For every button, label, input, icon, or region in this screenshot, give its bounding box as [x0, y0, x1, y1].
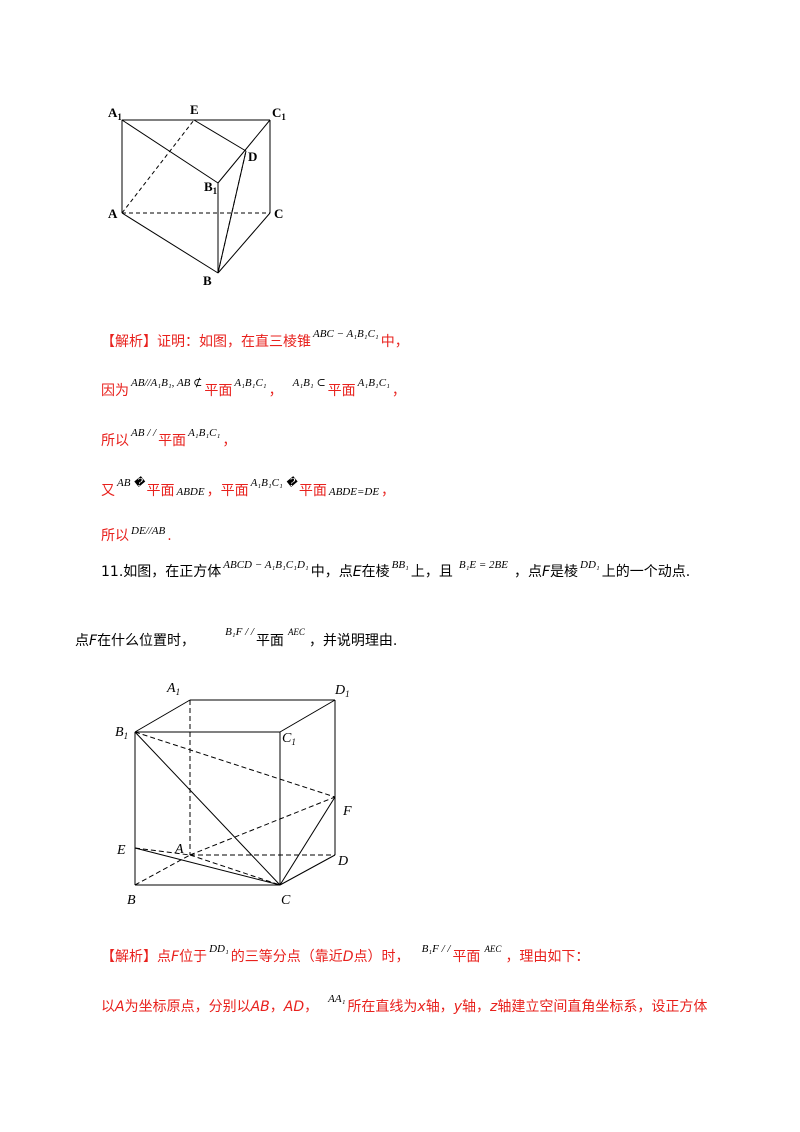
label-A1: A1	[166, 681, 180, 697]
problem11-line1: 11.如图，在正方体 ABCD − A₁B₁C₁D₁ 中，点E在棱 BB₁ 上，且 B₁E…	[101, 559, 691, 580]
label-D1: D1	[334, 683, 350, 699]
sol2-line1: 【解析】点F位于 DD₁ 的三等分点（靠近D点）时， B₁F / / 平面 AEC ，理由如…	[101, 943, 590, 965]
problem-number: 11.	[101, 564, 124, 580]
label-E: E	[116, 843, 126, 858]
sol1-line3: 所以 AB / / 平面 A₁B₁C₁，	[101, 427, 237, 449]
label-A: A	[108, 206, 118, 221]
label-C1: C1	[282, 731, 296, 747]
label-B1: B1	[204, 179, 218, 196]
analysis-tag: 【解析】	[101, 949, 157, 965]
cube-figure: A1 D1 B1 C1 F E A D B C	[115, 681, 352, 908]
label-C1: C1	[272, 105, 286, 122]
label-A1: A1	[108, 105, 122, 122]
label-B1: B1	[115, 725, 128, 741]
analysis-tag: 【解析】	[101, 334, 157, 350]
label-C: C	[274, 206, 283, 221]
sol1-line1: 【解析】证明：如图，在直三棱锥 ABC − A₁B₁C₁ 中，	[101, 328, 409, 350]
problem11-line2: 点F在什么位置时，B₁F / /平面AEC，并说明理由.	[75, 626, 398, 649]
sol1-line4: 又 AB � 平面 ABDE ，平面 A₁B₁C₁ � 平面 ABDE=DE，	[101, 477, 396, 499]
label-E: E	[190, 102, 199, 117]
prism-figure: A1 E C1 D B1 A C B	[108, 102, 286, 288]
label-A: A	[174, 842, 184, 857]
sol2-line2: 以A为坐标原点，分别以AB，AD， AA₁ 所在直线为x轴，y轴，z轴建立空间直角坐…	[101, 993, 708, 1015]
sol1-line5: 所以 DE//AB.	[101, 525, 172, 544]
label-B: B	[127, 893, 136, 908]
label-C: C	[281, 893, 291, 908]
label-F: F	[342, 804, 352, 819]
label-D: D	[337, 854, 348, 869]
sol1-line2: 因为 AB//A₁B₁, AB ⊄ 平面 A₁B₁C₁， A₁B₁ ⊂ 平面 A₁B₁C₁，	[101, 377, 406, 399]
label-D: D	[248, 149, 257, 164]
label-B: B	[203, 273, 212, 288]
